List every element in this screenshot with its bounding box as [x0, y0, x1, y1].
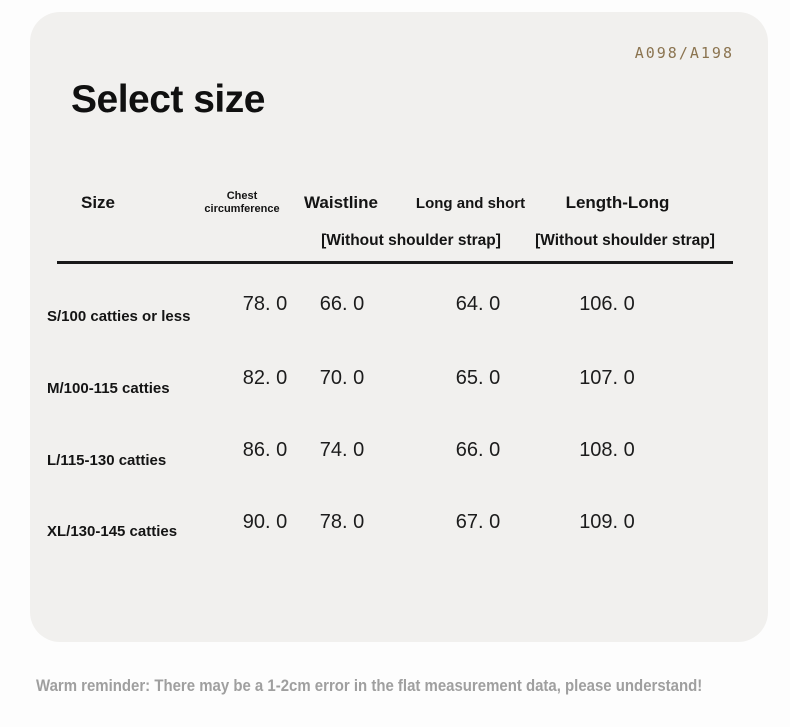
column-subheader-length-long: [Without shoulder strap]	[535, 232, 715, 249]
row-size-label: M/100-115 catties	[47, 380, 170, 397]
cell-waistline: 66. 0	[319, 293, 365, 315]
cell-waistline: 70. 0	[319, 367, 365, 389]
cell-long-short: 64. 0	[455, 293, 501, 315]
column-subheader-long-short: [Without shoulder strap]	[321, 232, 501, 249]
size-chart-card	[30, 12, 768, 642]
warm-reminder-text: Warm reminder: There may be a 1-2cm erro…	[36, 676, 703, 695]
column-header-size: Size	[80, 193, 116, 212]
page-title: Select size	[71, 78, 265, 121]
row-size-label: XL/130-145 catties	[47, 523, 178, 540]
column-header-waistline: Waistline	[304, 193, 378, 212]
product-code: A098/A198	[634, 44, 734, 62]
header-divider	[57, 261, 733, 264]
row-size-label: L/115-130 catties	[47, 452, 167, 469]
cell-length-long: 108. 0	[579, 439, 635, 461]
cell-chest: 90. 0	[242, 511, 288, 533]
cell-chest: 82. 0	[242, 367, 288, 389]
cell-length-long: 107. 0	[579, 367, 635, 389]
cell-waistline: 78. 0	[319, 511, 365, 533]
cell-long-short: 66. 0	[455, 439, 501, 461]
column-header-long-short: Long and short	[415, 195, 526, 212]
column-header-chest: Chest circumference	[204, 190, 280, 216]
cell-long-short: 65. 0	[455, 367, 501, 389]
cell-chest: 86. 0	[242, 439, 288, 461]
cell-chest: 78. 0	[242, 293, 288, 315]
cell-waistline: 74. 0	[319, 439, 365, 461]
cell-long-short: 67. 0	[455, 511, 501, 533]
column-header-length-long: Length-Long	[565, 193, 670, 212]
cell-length-long: 109. 0	[579, 511, 635, 533]
row-size-label: S/100 catties or less	[47, 308, 191, 325]
cell-length-long: 106. 0	[579, 293, 635, 315]
